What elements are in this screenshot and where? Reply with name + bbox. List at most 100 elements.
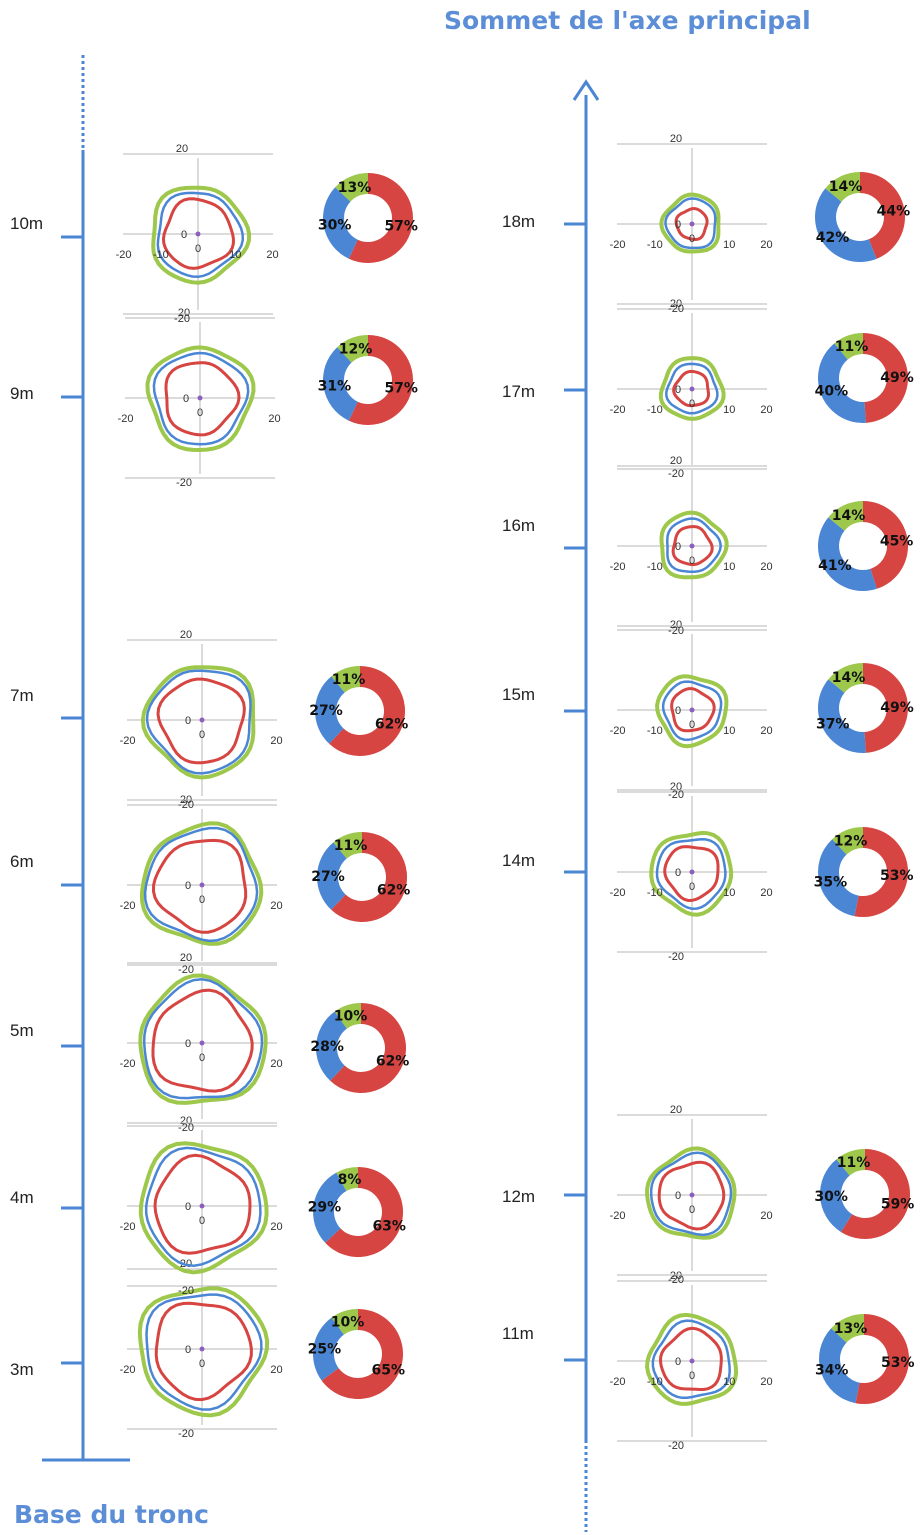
x-tick-label: 0 bbox=[689, 881, 695, 893]
x-tick-label: 20 bbox=[270, 735, 282, 747]
y-tick-label: 20 bbox=[670, 619, 682, 631]
donut-slice-red bbox=[321, 1309, 403, 1399]
donut-slice-blue bbox=[323, 347, 358, 421]
donut-slice-green bbox=[825, 172, 860, 202]
share-donut-10m: 57% 30% 13% bbox=[318, 173, 418, 263]
x-tick-label: -20 bbox=[116, 249, 132, 261]
contour-green bbox=[145, 345, 256, 453]
donut-slice-red bbox=[840, 1149, 911, 1239]
donut-slice-red bbox=[330, 1003, 407, 1093]
contour-blue bbox=[152, 351, 250, 446]
donut-slice-red bbox=[863, 663, 908, 753]
level-label-15m: 15m bbox=[502, 685, 536, 704]
x-tick-label: -20 bbox=[610, 1376, 626, 1388]
donut-slice-blue bbox=[317, 842, 347, 910]
x-tick-label: -20 bbox=[120, 1058, 136, 1070]
donut-slice-blue bbox=[323, 187, 358, 259]
share-donut-14m: 53% 35% 12% bbox=[814, 827, 914, 917]
cross-section-plot-17m: -20 -10 0 10 20 20 0 -20 bbox=[610, 298, 773, 480]
x-tick-label: -10 bbox=[647, 725, 663, 737]
x-tick-label: 10 bbox=[723, 887, 735, 899]
center-point bbox=[199, 717, 205, 723]
y-tick-label: 0 bbox=[675, 541, 681, 553]
contour-green bbox=[151, 185, 252, 285]
donut-slice-green bbox=[832, 827, 863, 855]
center-point bbox=[689, 869, 695, 875]
cross-section-plot-11m: -20 -10 0 10 20 20 0 -20 bbox=[610, 1270, 773, 1452]
share-donut-5m: 62% 28% 10% bbox=[310, 1003, 410, 1093]
x-tick-label: 0 bbox=[199, 1052, 205, 1064]
level-label-3m: 3m bbox=[10, 1360, 34, 1379]
contour-blue bbox=[142, 978, 264, 1100]
x-tick-label: -20 bbox=[120, 900, 136, 912]
donut-label-green: 12% bbox=[339, 341, 373, 357]
x-tick-label: -10 bbox=[153, 249, 169, 261]
contour-red bbox=[671, 525, 714, 567]
donut-slice-red bbox=[329, 666, 406, 756]
contour-blue bbox=[145, 1293, 263, 1411]
y-tick-label: -20 bbox=[178, 799, 194, 811]
x-tick-label: 20 bbox=[270, 1221, 282, 1233]
x-tick-label: 20 bbox=[270, 900, 282, 912]
center-point bbox=[199, 882, 205, 888]
x-tick-label: 20 bbox=[270, 1364, 282, 1376]
cross-section-plot-4m: -20 0 20 20 0 -20 bbox=[120, 1115, 283, 1297]
donut-slice-red bbox=[863, 501, 909, 589]
donut-slice-red bbox=[348, 335, 413, 425]
center-point bbox=[689, 1192, 695, 1198]
center-point bbox=[199, 1203, 205, 1209]
y-tick-label: 20 bbox=[670, 1270, 682, 1282]
level-label-4m: 4m bbox=[10, 1188, 34, 1207]
level-label-14m: 14m bbox=[502, 851, 536, 870]
contour-red bbox=[657, 1160, 726, 1231]
share-donut-12m: 59% 30% 11% bbox=[814, 1149, 914, 1239]
x-tick-label: 20 bbox=[760, 404, 772, 416]
level-label-10m: 10m bbox=[10, 214, 44, 233]
contour-red bbox=[153, 1153, 252, 1255]
donut-label-red: 63% bbox=[372, 1219, 406, 1235]
donut-label-blue: 34% bbox=[815, 1363, 849, 1379]
donut-label-red: 65% bbox=[372, 1362, 406, 1378]
donut-label-green: 12% bbox=[834, 833, 868, 849]
contour-red bbox=[151, 838, 248, 934]
donut-slice-blue bbox=[313, 1172, 347, 1243]
contour-red bbox=[161, 197, 235, 270]
share-donut-11m: 53% 34% 13% bbox=[815, 1314, 915, 1404]
contour-green bbox=[658, 356, 726, 421]
level-label-18m: 18m bbox=[502, 212, 536, 231]
contour-red bbox=[154, 1301, 253, 1402]
x-tick-label: -20 bbox=[610, 725, 626, 737]
x-tick-label: 20 bbox=[268, 413, 280, 425]
y-tick-label: 20 bbox=[176, 143, 188, 155]
donut-slice-green bbox=[331, 1309, 358, 1335]
contour-green bbox=[659, 510, 729, 580]
donut-slice-green bbox=[337, 335, 368, 363]
donut-label-blue: 29% bbox=[308, 1200, 342, 1216]
donut-slice-blue bbox=[315, 676, 345, 744]
share-donut-18m: 44% 42% 14% bbox=[815, 172, 910, 262]
cross-section-plot-6m: -20 0 20 20 0 -20 bbox=[120, 794, 283, 976]
share-donut-9m: 57% 31% 12% bbox=[318, 335, 418, 425]
x-tick-label: -20 bbox=[120, 1221, 136, 1233]
y-tick-label: 20 bbox=[670, 455, 682, 467]
donut-label-green: 14% bbox=[832, 670, 866, 686]
contour-red bbox=[663, 845, 720, 903]
donut-slice-red bbox=[348, 173, 413, 263]
y-tick-label: -20 bbox=[668, 1274, 684, 1286]
center-point bbox=[689, 707, 695, 713]
x-tick-label: 20 bbox=[266, 249, 278, 261]
donut-label-red: 62% bbox=[376, 1054, 410, 1070]
contour-blue bbox=[649, 1151, 733, 1237]
contour-blue bbox=[145, 669, 252, 775]
donut-label-green: 14% bbox=[832, 508, 866, 524]
donut-label-green: 10% bbox=[334, 1009, 368, 1025]
x-tick-label: -20 bbox=[120, 1364, 136, 1376]
donut-label-blue: 35% bbox=[814, 875, 848, 891]
title-top: Sommet de l'axe principal bbox=[444, 6, 811, 35]
donut-slice-blue bbox=[819, 1328, 860, 1404]
x-tick-label: 0 bbox=[689, 233, 695, 245]
center-point bbox=[689, 386, 695, 392]
y-tick-label: 0 bbox=[675, 705, 681, 717]
